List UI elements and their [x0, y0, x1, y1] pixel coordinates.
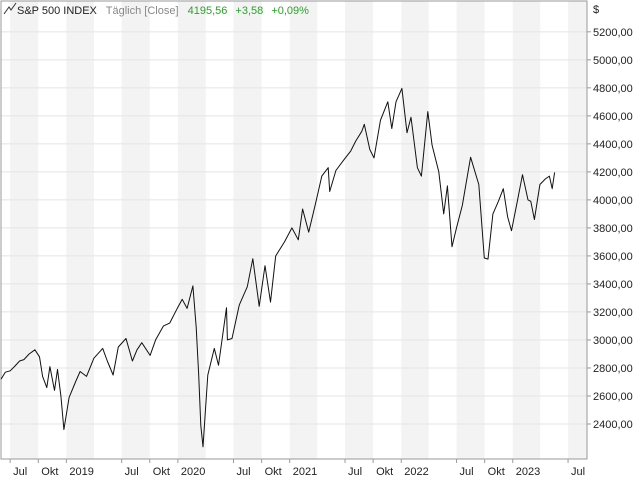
y-tick-label: 4200,00: [593, 167, 633, 179]
y-tick-label: 4600,00: [593, 111, 633, 123]
x-tick-label: Okt: [265, 466, 282, 478]
change-percent: +0,09%: [271, 5, 309, 17]
y-tick-label: 4800,00: [593, 83, 633, 95]
quarter-band: [456, 1, 485, 459]
x-tick-label: Okt: [153, 466, 170, 478]
change-absolute: +3,58: [235, 5, 263, 17]
x-tick-label: Jul: [125, 466, 139, 478]
quarter-band: [568, 1, 587, 459]
y-tick-label: 2400,00: [593, 419, 633, 431]
alternating-bands: [10, 1, 587, 459]
y-tick-label: 3800,00: [593, 223, 633, 235]
x-tick-label: Jul: [237, 466, 251, 478]
x-tick-label: 2022: [404, 466, 428, 478]
chart-header: S&P 500 INDEX Täglich [Close] 4195,56 +3…: [3, 2, 309, 17]
series-layer: [0, 87, 556, 448]
y-tick-label: 3000,00: [593, 335, 633, 347]
quarter-band: [177, 1, 206, 459]
x-tick-label: Jul: [348, 466, 362, 478]
y-tick-label: 3600,00: [593, 251, 633, 263]
y-tick-label: 3200,00: [593, 307, 633, 319]
plot-frame: [0, 0, 588, 460]
x-tick-label: 2021: [293, 466, 317, 478]
quarter-band: [512, 1, 541, 459]
x-tick-label: Jul: [13, 466, 27, 478]
quarter-band: [289, 1, 318, 459]
quarter-band: [121, 1, 150, 459]
x-tick-label: Okt: [488, 466, 505, 478]
y-tick-label: 2800,00: [593, 363, 633, 375]
y-tick-label: 5000,00: [593, 55, 633, 67]
x-tick-label: 2020: [181, 466, 205, 478]
plot-border: [0, 0, 588, 460]
y-tick-label: 4400,00: [593, 139, 633, 151]
x-tick-label: Okt: [41, 466, 58, 478]
x-tick-label: 2023: [516, 466, 540, 478]
x-tick-label: Jul: [571, 466, 585, 478]
quarter-band: [233, 1, 262, 459]
x-axis: Jul Okt 2019 Jul Okt 2020 Jul Okt 2021 Jul Okt 2022…: [9, 459, 585, 478]
last-value: 4195,56: [188, 5, 228, 17]
y-tick-label: 4000,00: [593, 195, 633, 207]
x-tick-label: Okt: [376, 466, 393, 478]
quarter-band: [10, 1, 39, 459]
series-line: [0, 87, 556, 448]
quarter-band: [66, 1, 94, 459]
y-axis: 2400,00 2600,00 2800,00 3000,00 3200,00 3400,…: [587, 27, 633, 431]
y-axis-unit: $: [593, 4, 599, 16]
svg-text:S&P 500 INDEX Täglich: S&P 500 INDEX Täglich [Close] 4195,56 +3…: [17, 5, 309, 17]
quarter-band: [401, 1, 429, 459]
y-tick-label: 5200,00: [593, 27, 633, 39]
line-chart-icon: [3, 2, 17, 15]
quarter-band: [345, 1, 374, 459]
grid-lines: [1, 31, 587, 425]
x-tick-label: Jul: [460, 466, 474, 478]
x-tick-label: 2019: [69, 466, 93, 478]
symbol-name: S&P 500 INDEX: [17, 5, 98, 17]
period-type: Täglich [Close]: [106, 5, 179, 17]
y-tick-label: 2600,00: [593, 391, 633, 403]
y-tick-label: 3400,00: [593, 279, 633, 291]
